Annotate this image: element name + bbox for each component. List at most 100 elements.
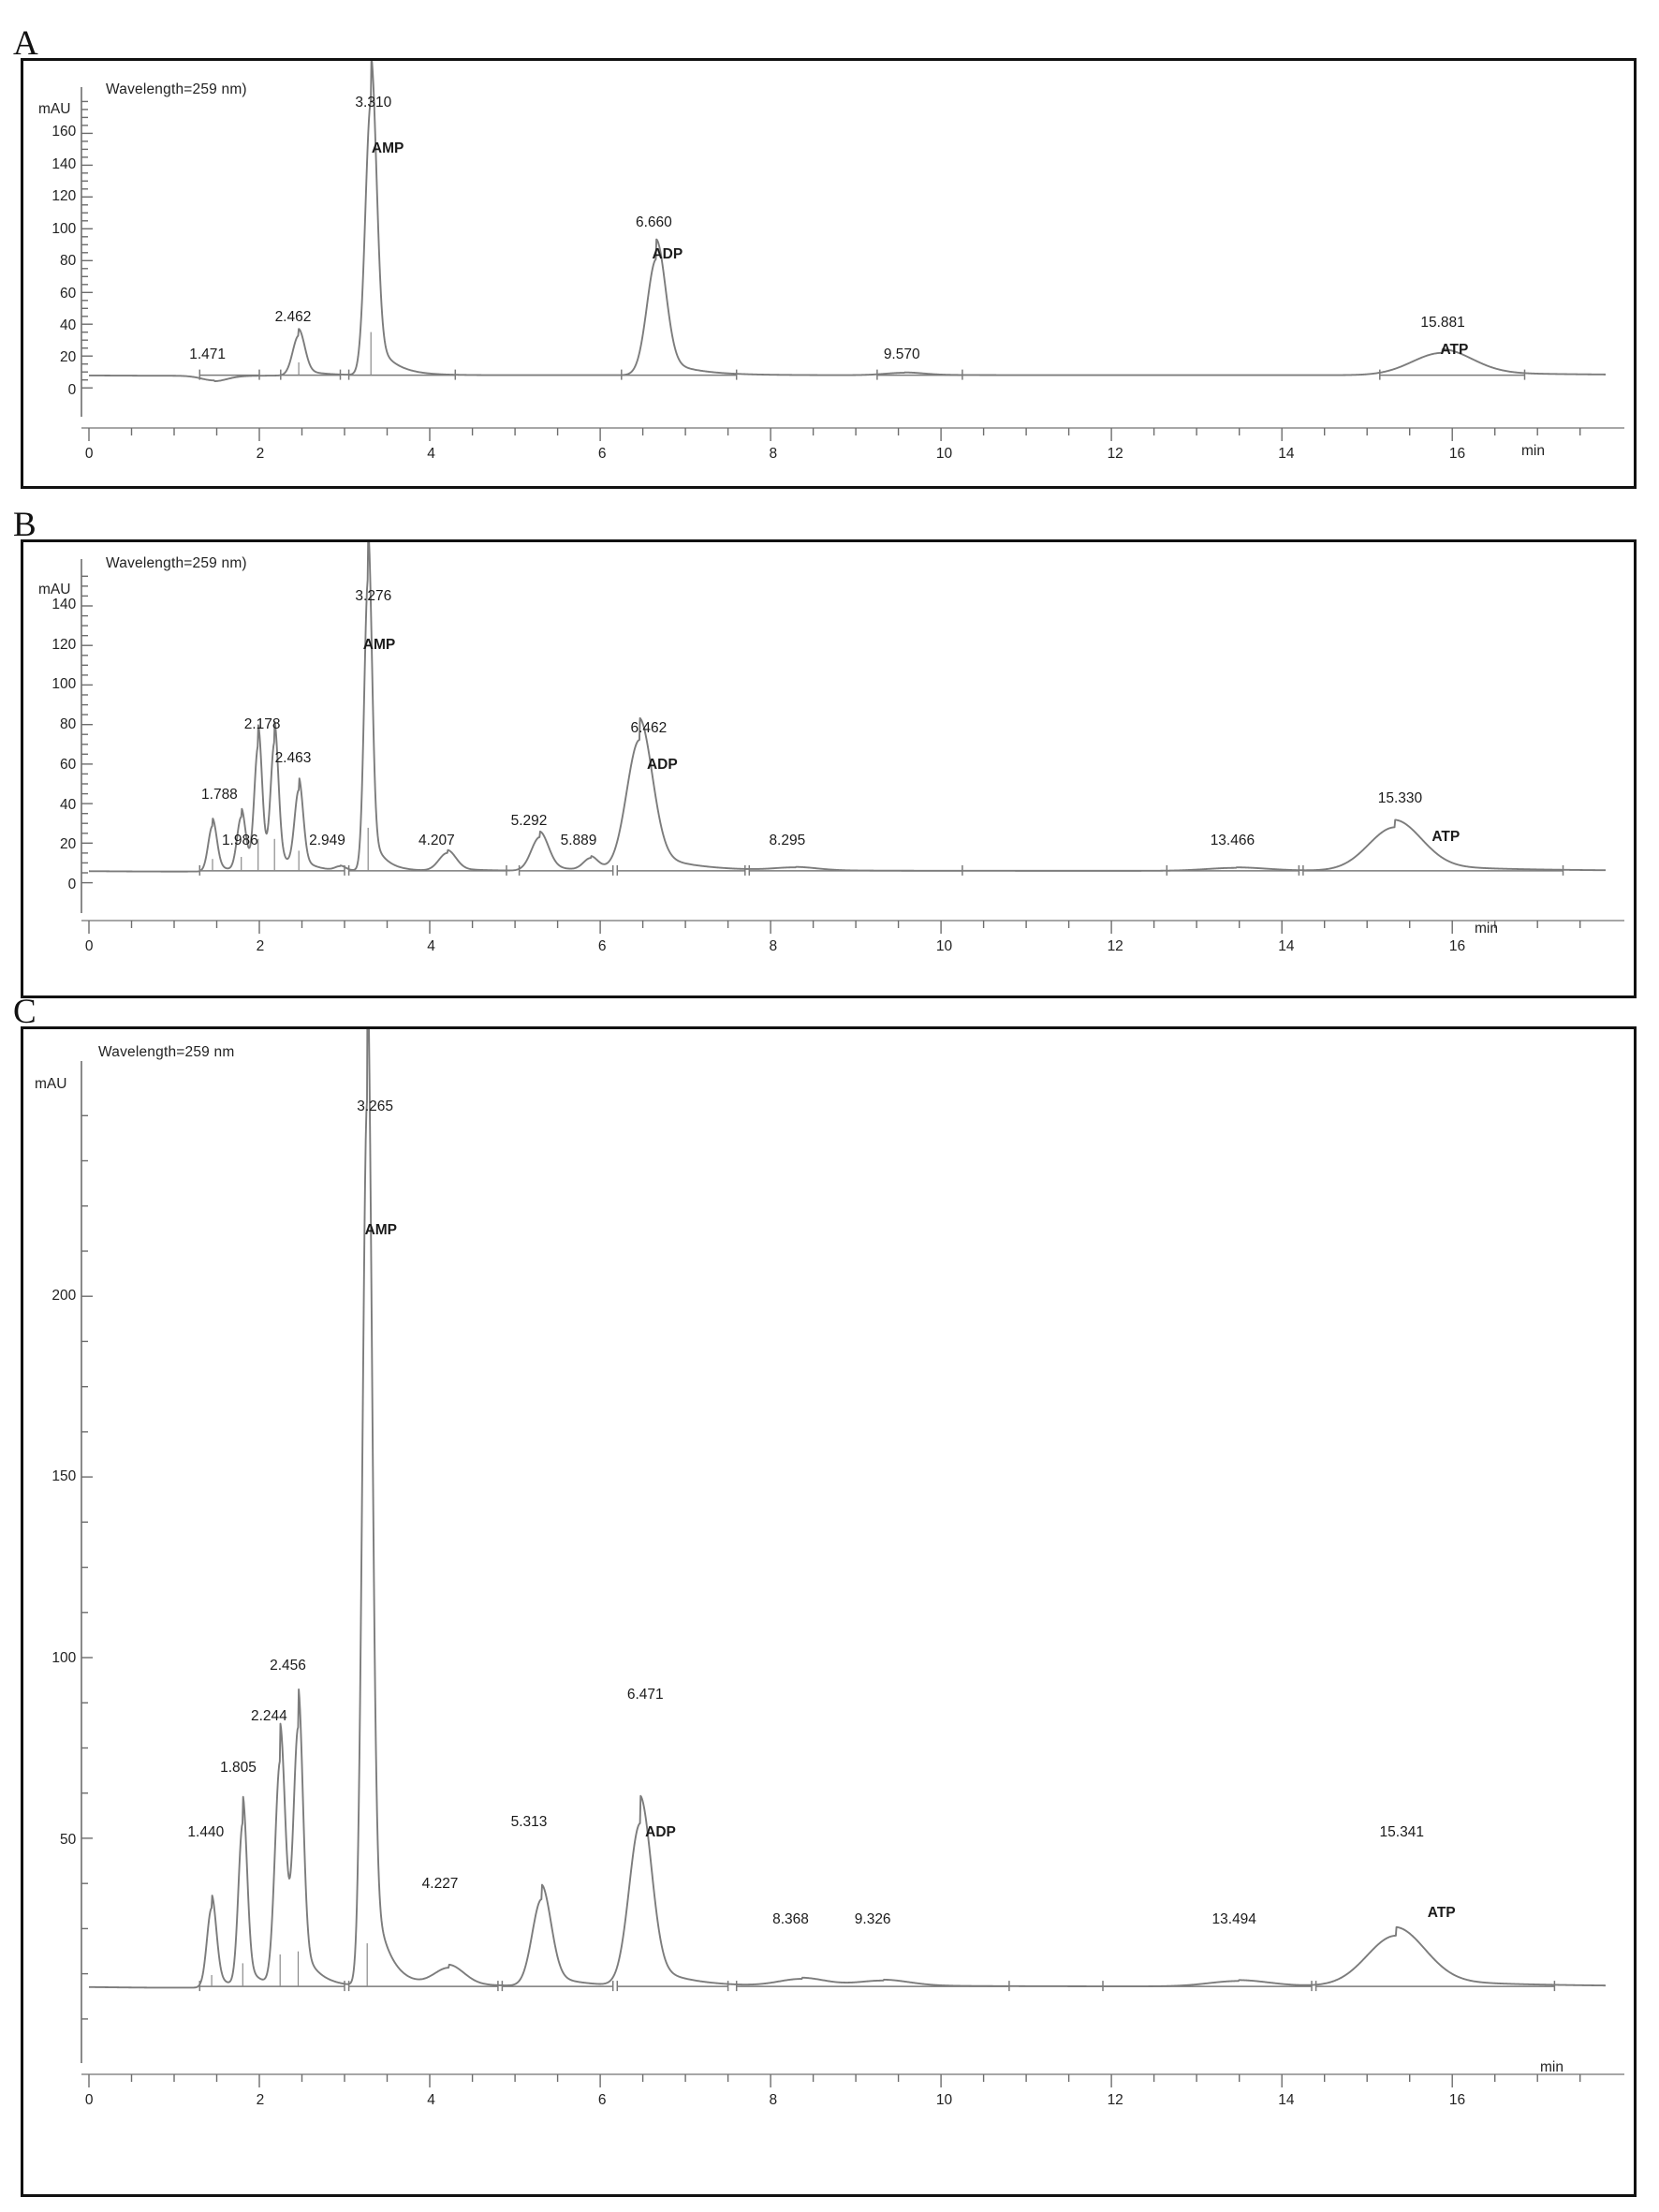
peak-rt-label: 13.494 — [1211, 1911, 1256, 1928]
panel-b-header: Wavelength=259 nm) — [106, 555, 247, 571]
x-tick-label: 6 — [597, 446, 607, 463]
peak-rt-label: 2.244 — [250, 1708, 287, 1725]
x-tick-label: 16 — [1448, 2092, 1466, 2109]
peak-compound-label: ADP — [646, 756, 678, 773]
peak-rt-label: 3.276 — [355, 588, 392, 605]
peak-rt-label: 6.471 — [626, 1687, 664, 1703]
x-tick-label: 8 — [769, 446, 778, 463]
panel-a-x-unit: min — [1521, 443, 1545, 459]
panel-c-letter: C — [13, 993, 37, 1031]
peak-compound-label: ATP — [1431, 828, 1461, 845]
y-tick-label: 40 — [59, 796, 77, 813]
peak-rt-label: 15.881 — [1420, 314, 1465, 331]
x-tick-label: 4 — [427, 938, 435, 954]
y-tick-label: 140 — [51, 155, 77, 172]
panel-b-x-unit: min — [1475, 921, 1498, 936]
peak-rt-label: 1.805 — [220, 1759, 257, 1776]
peak-compound-label: AMP — [371, 140, 404, 156]
panel-a-chromatogram — [23, 61, 1634, 486]
panel-b-plot-box: Wavelength=259 nm) mAU 140 120 100 80 60 40 20… — [21, 539, 1637, 998]
panel-a-plot-box: Wavelength=259 nm) mAU 160 140 120 100 80 60 4… — [21, 58, 1637, 489]
panel-c-y-axis-label: mAU — [35, 1076, 67, 1092]
peak-rt-label: 4.207 — [418, 833, 455, 849]
peak-compound-label: AMP — [364, 1221, 398, 1238]
peak-rt-label: 5.292 — [510, 812, 548, 829]
peak-rt-label: 2.463 — [274, 750, 312, 767]
y-tick-label: 80 — [59, 716, 77, 733]
peak-rt-label: 2.178 — [243, 716, 281, 733]
x-tick-label: 0 — [84, 938, 94, 954]
x-tick-label: 4 — [427, 2092, 435, 2109]
y-tick-label: 120 — [51, 188, 77, 205]
y-tick-label: 160 — [51, 124, 77, 140]
peak-rt-label: 8.368 — [772, 1911, 809, 1928]
peak-rt-label: 3.265 — [357, 1098, 394, 1114]
peak-rt-label: 1.788 — [201, 786, 238, 803]
y-tick-label: 200 — [51, 1287, 77, 1304]
x-tick-label: 14 — [1278, 2092, 1295, 2109]
y-tick-label: 80 — [59, 253, 77, 270]
peak-rt-label: 1.471 — [189, 346, 227, 362]
peak-rt-label: 6.462 — [630, 720, 668, 737]
x-tick-label: 12 — [1107, 938, 1123, 954]
y-tick-label: 20 — [59, 349, 77, 366]
x-tick-label: 4 — [427, 446, 435, 463]
peak-compound-label: ATP — [1427, 1904, 1456, 1921]
y-tick-label: 60 — [59, 285, 77, 302]
peak-compound-label: AMP — [362, 636, 396, 653]
y-tick-label: 0 — [67, 381, 77, 398]
y-tick-label: 40 — [59, 317, 77, 333]
peak-rt-label: 13.466 — [1210, 833, 1255, 849]
panel-c-chromatogram — [23, 1029, 1634, 2194]
x-tick-label: 12 — [1107, 446, 1123, 463]
x-tick-label: 16 — [1448, 938, 1466, 954]
x-tick-label: 0 — [84, 446, 94, 463]
x-tick-label: 6 — [597, 938, 607, 954]
panel-b-chromatogram — [23, 542, 1634, 995]
x-tick-label: 14 — [1278, 938, 1295, 954]
x-tick-label: 10 — [935, 2092, 953, 2109]
peak-rt-label: 9.570 — [883, 346, 920, 362]
peak-compound-label: ADP — [652, 246, 683, 263]
panel-b-letter: B — [13, 506, 37, 544]
panel-c-x-unit: min — [1540, 2059, 1564, 2075]
x-tick-label: 12 — [1107, 2092, 1123, 2109]
panel-a-header: Wavelength=259 nm) — [106, 81, 247, 97]
x-tick-label: 2 — [256, 938, 265, 954]
peak-rt-label: 2.462 — [274, 309, 312, 326]
peak-rt-label: 2.949 — [309, 833, 345, 849]
x-tick-label: 14 — [1278, 446, 1295, 463]
peak-rt-label: 1.440 — [187, 1824, 225, 1841]
peak-rt-label: 6.660 — [635, 214, 672, 230]
x-tick-label: 2 — [256, 446, 265, 463]
x-tick-label: 6 — [597, 2092, 607, 2109]
peak-compound-label: ATP — [1440, 341, 1469, 358]
panel-c-plot-box: Wavelength=259 nm mAU 200 150 100 50 0 2 4 6 8 1… — [21, 1026, 1637, 2197]
x-tick-label: 0 — [84, 2092, 94, 2109]
peak-rt-label: 4.227 — [421, 1875, 459, 1892]
x-tick-label: 2 — [256, 2092, 265, 2109]
peak-rt-label: 1.986 — [221, 833, 258, 849]
peak-compound-label: ADP — [645, 1824, 676, 1841]
panel-a-letter: A — [13, 24, 38, 63]
panel-a: A Wavelength=259 nm) mAU 160 140 120 100 80 6… — [0, 0, 1659, 506]
peak-rt-label: 2.456 — [270, 1658, 306, 1674]
x-tick-label: 8 — [769, 2092, 778, 2109]
panel-b-y-axis-label: mAU — [38, 582, 71, 597]
panel-c-header: Wavelength=259 nm — [98, 1044, 235, 1060]
x-tick-label: 10 — [935, 446, 953, 463]
y-tick-label: 100 — [51, 1650, 77, 1667]
panel-a-y-axis-label: mAU — [38, 101, 71, 117]
panel-c-trace-svg — [81, 1029, 1624, 2087]
x-tick-label: 8 — [769, 938, 778, 954]
peak-rt-label: 15.341 — [1379, 1824, 1424, 1841]
panel-b: B Wavelength=259 nm) mAU 140 120 100 80 60 40… — [0, 504, 1659, 1010]
y-tick-label: 140 — [51, 596, 77, 612]
y-tick-label: 50 — [59, 1832, 77, 1849]
peak-rt-label: 3.310 — [355, 95, 392, 111]
y-tick-label: 120 — [51, 636, 77, 653]
panel-b-trace-svg — [81, 542, 1624, 934]
peak-rt-label: 5.313 — [510, 1813, 548, 1830]
y-tick-label: 0 — [67, 877, 77, 893]
